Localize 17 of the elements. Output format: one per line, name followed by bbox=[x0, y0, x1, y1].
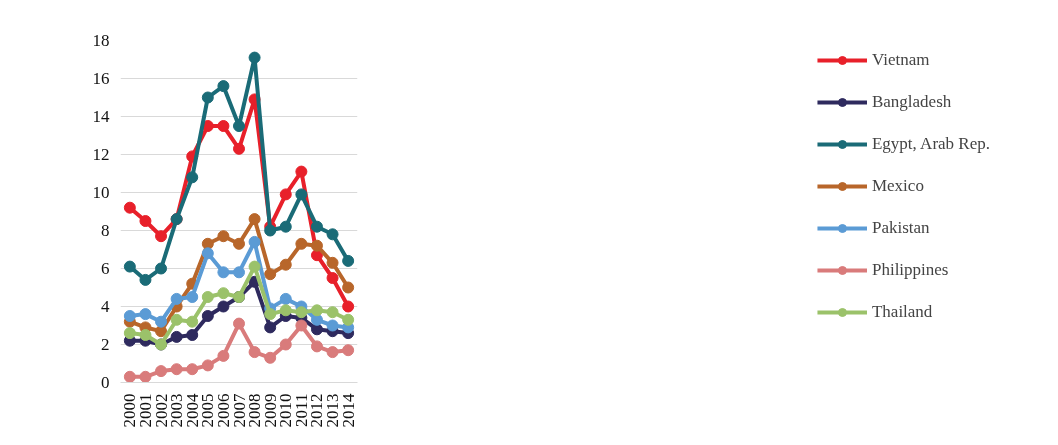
legend-label: Pakistan bbox=[871, 218, 930, 238]
legend-label: Mexico bbox=[871, 176, 924, 196]
y-tick-label: 12 bbox=[92, 145, 110, 164]
legend-label: Philippines bbox=[871, 260, 949, 280]
y-tick-label: 2 bbox=[101, 335, 110, 354]
y-tick-label: 6 bbox=[101, 259, 110, 278]
y-tick-label: 8 bbox=[101, 221, 110, 240]
legend-label: Vietnam bbox=[871, 50, 930, 70]
legend-label: Bangladesh bbox=[871, 92, 952, 112]
y-tick-label: 16 bbox=[92, 69, 110, 88]
y-tick-label: 4 bbox=[101, 297, 110, 316]
y-tick-label: 18 bbox=[92, 31, 110, 50]
y-tick-label: 14 bbox=[92, 107, 110, 126]
legend-label: Egypt, Arab Rep. bbox=[871, 134, 990, 154]
legend-label: Thailand bbox=[871, 302, 933, 322]
y-tick-label: 0 bbox=[101, 373, 110, 392]
y-tick-label: 10 bbox=[92, 183, 110, 202]
